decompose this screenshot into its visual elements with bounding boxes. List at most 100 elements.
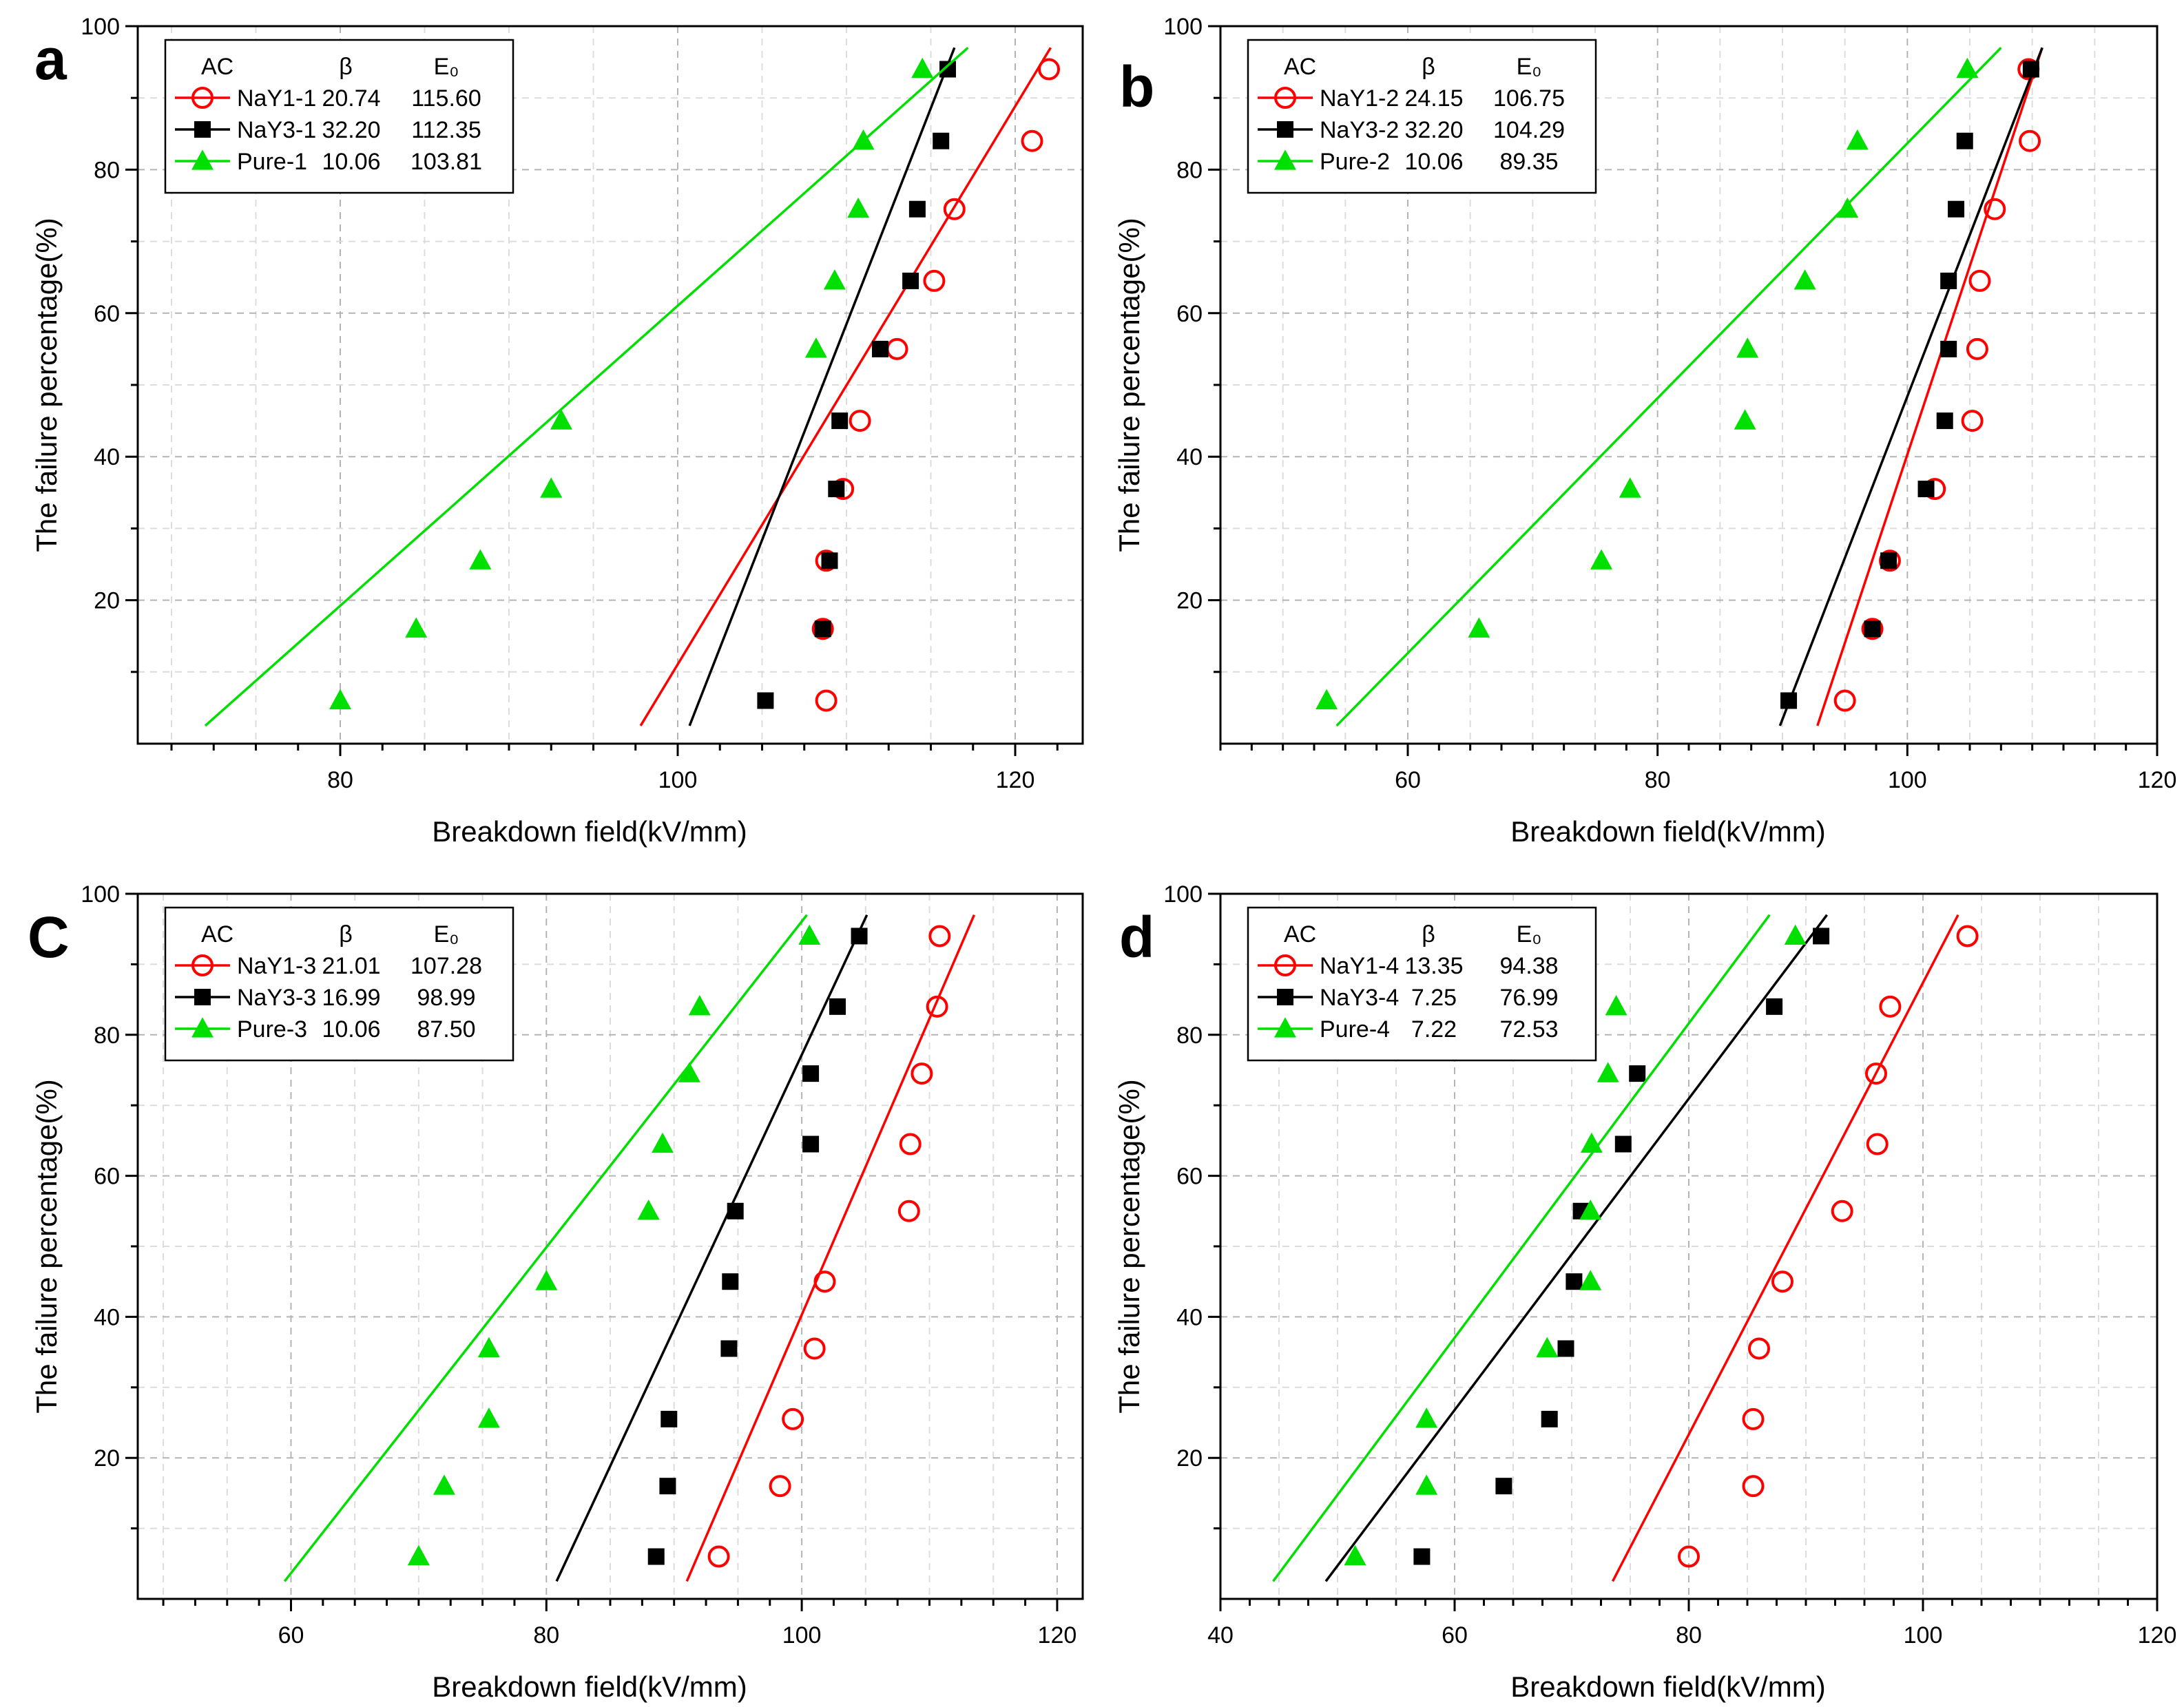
x-tick-label: 60 bbox=[1442, 1622, 1468, 1648]
data-point bbox=[804, 337, 827, 358]
fit-line bbox=[1335, 47, 2002, 727]
legend: AC β E₀ NaY1-4 13.35 94.38 NaY3-4 7.25 76.99 Pure… bbox=[1247, 906, 1597, 1062]
data-point bbox=[829, 998, 846, 1015]
data-point bbox=[1766, 998, 1783, 1015]
fit-line bbox=[688, 47, 956, 726]
legend-e0-value: 98.99 bbox=[417, 985, 475, 1011]
y-tick-label: 100 bbox=[1163, 881, 1203, 908]
data-point bbox=[802, 1065, 820, 1082]
legend-e0-value: 89.35 bbox=[1499, 149, 1558, 175]
legend-header-name: AC bbox=[201, 921, 233, 947]
data-point bbox=[847, 197, 870, 218]
legend-e0-value: 72.53 bbox=[1499, 1016, 1558, 1043]
data-point bbox=[1940, 272, 1957, 289]
legend-marker bbox=[191, 1017, 214, 1038]
data-point bbox=[1557, 1340, 1574, 1357]
y-tick-label: 100 bbox=[1163, 14, 1203, 40]
data-point bbox=[1579, 1200, 1602, 1220]
legend-header-beta: β bbox=[339, 921, 353, 947]
legend-beta-value: 7.25 bbox=[1411, 985, 1457, 1011]
legend-header-e0: E₀ bbox=[434, 54, 459, 80]
data-point bbox=[407, 1544, 430, 1566]
data-point bbox=[821, 552, 838, 569]
data-point bbox=[722, 1273, 739, 1290]
grid bbox=[138, 26, 1083, 744]
data-point bbox=[1629, 1065, 1646, 1082]
legend-box bbox=[164, 39, 514, 194]
data-point bbox=[815, 689, 838, 712]
data-point bbox=[811, 618, 834, 640]
legend-marker bbox=[194, 121, 211, 138]
x-tick-label: 120 bbox=[1038, 1622, 1077, 1648]
legend-series-name: NaY3-3 bbox=[237, 985, 316, 1011]
data-point bbox=[782, 1407, 804, 1430]
legend-beta-value: 16.99 bbox=[322, 985, 380, 1011]
data-point bbox=[1468, 617, 1490, 638]
legend-series-name: Pure-4 bbox=[1320, 1016, 1390, 1043]
panel-letter: b bbox=[1119, 54, 1154, 119]
legend-header-e0: E₀ bbox=[1517, 54, 1542, 80]
x-tick-label: 60 bbox=[278, 1622, 304, 1648]
data-point bbox=[933, 132, 950, 149]
fit-line bbox=[685, 914, 976, 1582]
data-point bbox=[720, 1340, 738, 1357]
panel-letter: d bbox=[1119, 905, 1154, 970]
data-point bbox=[899, 1133, 922, 1155]
data-point bbox=[1678, 1545, 1700, 1568]
legend-series-name: Pure-1 bbox=[237, 149, 307, 175]
data-point bbox=[1415, 1474, 1438, 1495]
x-axis-label: Breakdown field(kV/mm) bbox=[432, 1671, 747, 1703]
legend-series-name: NaY1-4 bbox=[1320, 953, 1399, 979]
data-point bbox=[1917, 481, 1935, 498]
chart-panel-b: b 60 80 100 120 20 40 60 80 100 Breakdown field(kV… bbox=[1113, 14, 2176, 848]
data-point bbox=[1831, 1200, 1853, 1222]
legend-e0-value: 76.99 bbox=[1499, 985, 1558, 1011]
data-point bbox=[1879, 995, 1902, 1018]
x-axis-label: Breakdown field(kV/mm) bbox=[1510, 815, 1825, 848]
fit-line bbox=[1324, 914, 1828, 1582]
y-axis-label: The failure percentage(%) bbox=[1113, 218, 1145, 552]
fit-line bbox=[639, 47, 1052, 726]
data-point bbox=[727, 1202, 744, 1219]
data-point bbox=[477, 1337, 500, 1358]
y-tick-label: 20 bbox=[1176, 1445, 1203, 1472]
series-nay1-4 bbox=[1611, 914, 1979, 1582]
legend-e0-value: 107.28 bbox=[410, 953, 482, 979]
data-point bbox=[1956, 132, 1973, 149]
legend-e0-value: 103.81 bbox=[410, 149, 482, 175]
data-point bbox=[802, 1135, 820, 1153]
legend-beta-value: 24.15 bbox=[1404, 85, 1463, 112]
data-point bbox=[1605, 995, 1627, 1016]
data-point bbox=[1344, 1544, 1366, 1566]
legend-e0-value: 115.60 bbox=[411, 85, 481, 112]
data-point bbox=[911, 1062, 933, 1085]
data-point bbox=[1956, 925, 1979, 947]
data-point bbox=[1771, 1270, 1793, 1293]
y-tick-label: 40 bbox=[1176, 444, 1203, 470]
legend-marker bbox=[191, 954, 214, 976]
data-point bbox=[851, 928, 868, 945]
fit-line bbox=[1611, 914, 1959, 1582]
legend-marker bbox=[1277, 989, 1293, 1005]
legend-header-e0: E₀ bbox=[434, 921, 459, 947]
data-point bbox=[1878, 549, 1901, 572]
y-tick-label: 80 bbox=[94, 157, 120, 183]
data-point bbox=[1614, 1135, 1632, 1153]
legend-e0-value: 112.35 bbox=[411, 117, 481, 143]
data-point bbox=[1021, 129, 1043, 152]
data-point bbox=[1415, 1407, 1438, 1428]
x-tick-label: 100 bbox=[782, 1622, 822, 1648]
data-point bbox=[1742, 1475, 1765, 1498]
data-point bbox=[1413, 1548, 1431, 1565]
data-point bbox=[1936, 412, 1953, 430]
legend-beta-value: 10.06 bbox=[322, 1016, 380, 1043]
data-point bbox=[928, 925, 951, 947]
data-point bbox=[798, 924, 821, 945]
legend-series-name: NaY1-3 bbox=[237, 953, 316, 979]
data-point bbox=[678, 1062, 700, 1082]
panel-letter: a bbox=[34, 27, 67, 92]
data-point bbox=[1865, 1062, 1887, 1085]
series-pure-4 bbox=[1272, 914, 1807, 1582]
data-point bbox=[1966, 337, 1988, 360]
y-tick-label: 60 bbox=[1176, 301, 1203, 327]
